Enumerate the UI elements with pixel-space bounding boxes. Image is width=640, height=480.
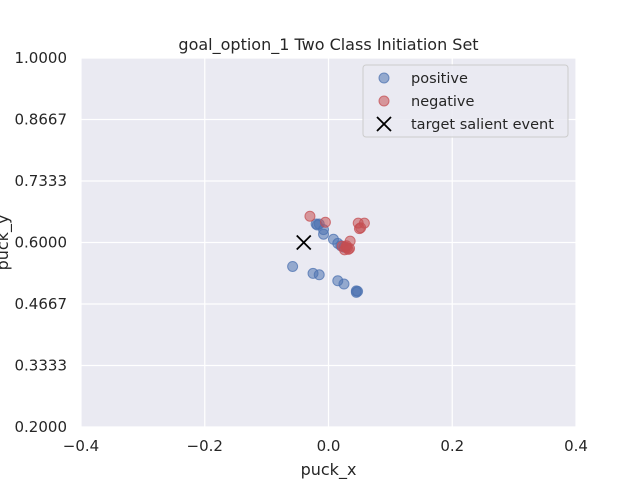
negative-point bbox=[340, 240, 352, 252]
legend-box bbox=[362, 64, 569, 138]
negative-point bbox=[304, 210, 316, 222]
x-tick-label: 0.0 bbox=[317, 437, 341, 455]
y-tick-label: 0.4667 bbox=[15, 295, 68, 313]
x-tick-label: 0.2 bbox=[440, 437, 464, 455]
positive-point bbox=[318, 228, 330, 240]
x-axis-label: puck_x bbox=[301, 460, 357, 480]
y-tick-label: 0.6000 bbox=[15, 234, 68, 252]
target-marker bbox=[296, 234, 312, 251]
chart-title: goal_option_1 Two Class Initiation Set bbox=[178, 35, 478, 55]
x-tick-label: −0.4 bbox=[63, 437, 99, 455]
positive-point bbox=[352, 285, 364, 297]
y-axis-label: puck_y bbox=[0, 215, 13, 271]
y-tick-label: 0.3333 bbox=[15, 357, 68, 375]
positive-point bbox=[338, 278, 350, 290]
y-tick-label: 0.2000 bbox=[15, 418, 68, 436]
y-tick-label: 0.8667 bbox=[15, 111, 68, 129]
legend-entry-label: target salient event bbox=[411, 117, 554, 133]
legend-dot-icon bbox=[378, 72, 390, 84]
axis-ticks: −0.4 −0.2 0.0 0.2 0.4 0.2000 0.3333 0.4667 0.600… bbox=[15, 49, 588, 455]
y-tick-label: 0.7333 bbox=[15, 172, 68, 190]
negative-point bbox=[319, 216, 331, 228]
legend-entry-label: negative bbox=[411, 94, 474, 110]
negative-point bbox=[355, 222, 367, 234]
x-tick-label: 0.4 bbox=[564, 437, 588, 455]
legend-dot-icon bbox=[378, 95, 390, 107]
positive-point bbox=[313, 269, 325, 281]
x-tick-label: −0.2 bbox=[187, 437, 223, 455]
data-marks bbox=[287, 210, 370, 298]
legend: positive negative target salient event bbox=[362, 64, 569, 138]
positive-point bbox=[287, 260, 299, 272]
legend-entry-label: positive bbox=[411, 71, 468, 87]
y-tick-label: 1.0000 bbox=[15, 49, 68, 67]
legend-x-icon bbox=[376, 116, 392, 132]
